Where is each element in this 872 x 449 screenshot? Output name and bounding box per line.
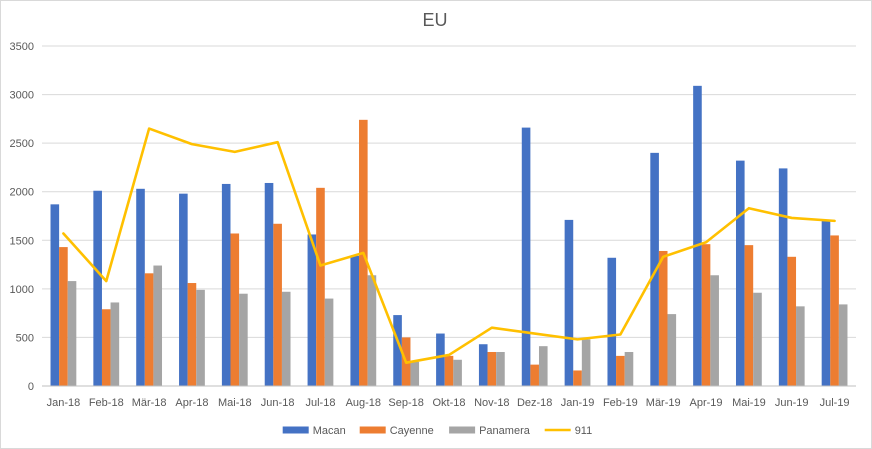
bar-cayenne-0	[59, 247, 68, 386]
bar-macan-11	[521, 127, 531, 386]
x-tick-label: Mär-18	[132, 397, 167, 409]
bar-panamera-13	[624, 352, 634, 386]
bar-panamera-2	[153, 265, 163, 386]
x-tick-label: Mär-19	[646, 397, 681, 409]
bar-macan-14	[650, 152, 659, 386]
bar-panamera-9	[453, 359, 462, 386]
x-axis-tick-labels: Jan-18 Feb-18 Mär-18 Apr-18 Mai-18 Jun-18 Jul-…	[47, 397, 850, 409]
x-tick-label: Aug-18	[346, 397, 381, 409]
bar-panamera-15	[710, 275, 719, 386]
legend-label-cayenne: Cayenne	[390, 425, 434, 437]
x-tick-label: Apr-18	[175, 397, 208, 409]
bar-panamera-7	[367, 275, 377, 386]
bar-panamera-14	[667, 314, 677, 386]
bar-cayenne-9	[444, 355, 454, 386]
chart-title: EU	[422, 10, 447, 30]
bar-macan-4	[221, 183, 231, 386]
bar-cayenne-4	[230, 233, 240, 386]
y-tick-label: 2500	[10, 138, 34, 150]
legend-swatch-panamera	[449, 426, 476, 434]
bar-panamera-18	[838, 304, 848, 386]
x-tick-label: Mai-19	[732, 397, 766, 409]
x-tick-label: Jun-18	[261, 397, 295, 409]
x-tick-label: Mai-18	[218, 397, 252, 409]
bar-panamera-16	[753, 292, 762, 386]
bar-cayenne-13	[616, 355, 625, 386]
bar-cayenne-2	[144, 273, 154, 386]
bar-panamera-1	[110, 302, 120, 386]
bar-macan-16	[735, 160, 745, 386]
bar-cayenne-18	[830, 235, 839, 386]
bar-panamera-5	[281, 291, 291, 386]
bar-macan-17	[778, 168, 788, 386]
bar-cayenne-3	[187, 283, 197, 386]
x-tick-label: Dez-18	[517, 397, 552, 409]
x-tick-label: Jul-18	[305, 397, 335, 409]
x-tick-label: Jan-19	[561, 397, 595, 409]
bar-panamera-8	[410, 361, 420, 386]
line-series	[62, 127, 836, 364]
bar-macan-7	[350, 255, 360, 386]
legend-label-panamera: Panamera	[479, 425, 531, 437]
bar-cayenne-1	[101, 309, 111, 386]
y-tick-label: 1500	[10, 235, 34, 247]
x-tick-label: Feb-19	[603, 397, 638, 409]
bar-cayenne-17	[787, 256, 797, 386]
grid-lines	[42, 45, 856, 338]
x-tick-label: Feb-18	[89, 397, 124, 409]
x-tick-label: Nov-18	[474, 397, 509, 409]
bar-macan-18	[821, 220, 831, 386]
y-tick-label: 0	[28, 381, 34, 393]
x-tick-label: Jan-18	[47, 397, 81, 409]
legend-swatch-cayenne	[359, 426, 386, 434]
bar-macan-9	[436, 333, 445, 386]
y-tick-label: 3500	[10, 41, 34, 53]
bar-cayenne-15	[701, 244, 711, 386]
y-axis-tick-labels: 0 500 1000 1500 2000 2500 3000 3500	[10, 41, 34, 393]
bar-macan-5	[264, 182, 274, 386]
legend-label-macan: Macan	[313, 425, 346, 437]
bar-panamera-6	[324, 298, 334, 386]
bar-panamera-0	[67, 281, 77, 386]
x-tick-label: Apr-19	[690, 397, 723, 409]
bar-macan-15	[693, 85, 702, 386]
bar-cayenne-10	[487, 352, 497, 386]
bar-macan-12	[564, 219, 574, 386]
bar-panamera-3	[196, 289, 205, 386]
bar-cayenne-14	[658, 250, 668, 386]
legend: Macan Cayenne Panamera 911	[282, 425, 593, 437]
bar-cayenne-5	[273, 223, 282, 386]
bar-macan-0	[50, 204, 60, 386]
legend-label-911: 911	[575, 425, 593, 437]
bar-macan-13	[607, 257, 617, 386]
bar-cayenne-16	[744, 245, 754, 386]
bar-cayenne-11	[530, 364, 539, 386]
bar-panamera-12	[581, 339, 591, 386]
legend-swatch-macan	[282, 426, 309, 434]
bar-macan-1	[93, 190, 102, 386]
x-tick-label: Jul-19	[820, 397, 850, 409]
line-911	[62, 127, 836, 364]
x-tick-label: Sep-18	[388, 397, 423, 409]
y-tick-label: 3000	[10, 90, 34, 102]
bar-macan-2	[136, 188, 145, 386]
x-tick-label: Jun-19	[775, 397, 809, 409]
bar-panamera-10	[496, 352, 505, 386]
bar-cayenne-12	[573, 370, 582, 386]
bar-panamera-4	[239, 293, 248, 386]
bar-cayenne-6	[316, 187, 325, 386]
bar-macan-10	[478, 344, 488, 386]
bar-series	[50, 85, 848, 386]
y-tick-label: 1000	[10, 284, 34, 296]
bar-macan-8	[393, 315, 402, 386]
y-tick-label: 2000	[10, 187, 34, 199]
bar-macan-6	[307, 234, 317, 386]
y-tick-label: 500	[16, 332, 34, 344]
bar-panamera-11	[538, 346, 548, 386]
x-tick-label: Okt-18	[432, 397, 465, 409]
bar-macan-3	[179, 193, 188, 386]
bar-panamera-17	[796, 306, 805, 386]
